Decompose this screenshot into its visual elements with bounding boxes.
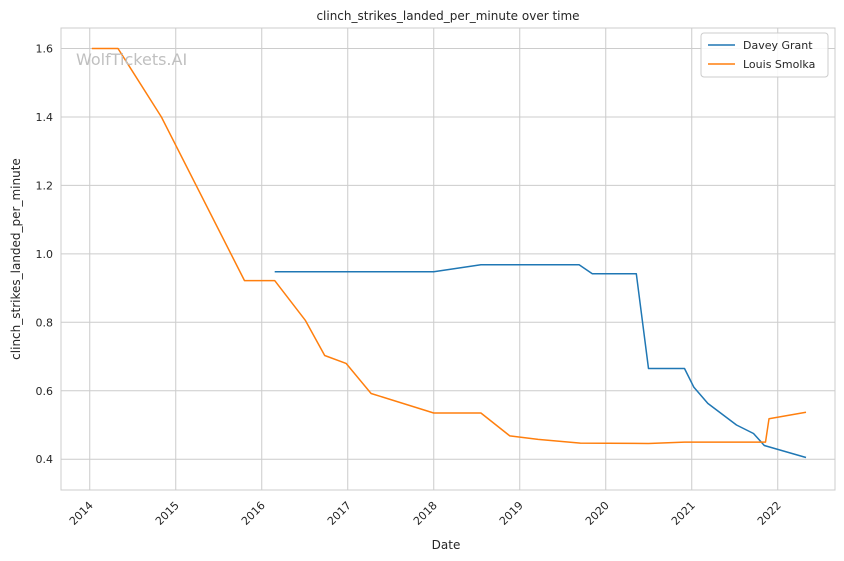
y-axis-label: clinch_strikes_landed_per_minute [9,158,23,360]
y-tick-label: 0.4 [36,453,54,466]
x-axis-label: Date [432,538,461,552]
y-tick-label: 1.0 [36,248,54,261]
grid-lines [61,28,835,490]
chart-title: clinch_strikes_landed_per_minute over ti… [316,9,579,23]
y-tick-label: 1.6 [36,43,54,56]
plot-frame [60,27,836,491]
legend-label-louis-smolka: Louis Smolka [743,58,815,71]
legend-label-davey-grant: Davey Grant [743,39,813,52]
series-line-louis-smolka [91,47,807,445]
legend: Davey Grant Louis Smolka [700,32,829,78]
y-tick-label: 0.8 [36,316,54,329]
y-tick-label: 0.6 [36,385,54,398]
y-tick-label: 1.2 [36,179,54,192]
watermark: WolfTickets.AI [76,50,187,69]
legend-box [700,32,829,78]
series-lines [91,47,807,459]
y-tick-label: 1.4 [36,111,54,124]
